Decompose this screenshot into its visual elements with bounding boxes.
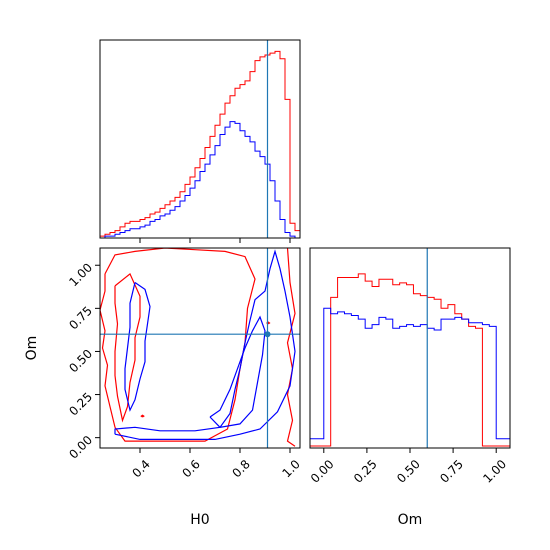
tick-label-om-x-3: 0.75 bbox=[437, 457, 466, 486]
hist-h0-frame bbox=[99, 39, 301, 239]
tick-label-om-y-3: 0.75 bbox=[66, 304, 95, 333]
contour-series-0-path-0 bbox=[100, 248, 256, 442]
tick-label-om-x-0: 0.00 bbox=[308, 457, 337, 486]
hist2d-panel bbox=[100, 248, 300, 448]
tick-label-om-y-2: 0.50 bbox=[66, 347, 95, 376]
tick-label-h0-3: 1.0 bbox=[280, 457, 303, 480]
hist-om-plot bbox=[310, 248, 510, 448]
x-axis-label-om: Om bbox=[398, 512, 423, 528]
hist-h0-series-1 bbox=[100, 121, 300, 239]
hist-om-series-1 bbox=[310, 307, 510, 440]
tick-label-om-y-1: 0.25 bbox=[66, 390, 95, 419]
tick-label-om-x-1: 0.25 bbox=[351, 457, 380, 486]
contour-plot bbox=[100, 248, 300, 448]
tick-label-om-x-2: 0.50 bbox=[394, 457, 423, 486]
y-axis-label-om: Om bbox=[24, 336, 40, 361]
contour-series-0-path-3 bbox=[140, 414, 145, 418]
contour-series-1-path-0 bbox=[114, 249, 296, 440]
truth-point bbox=[264, 331, 271, 338]
hist-h0-plot bbox=[99, 40, 301, 239]
hist-om-series-0 bbox=[310, 273, 510, 447]
tick-label-h0-2: 0.8 bbox=[230, 457, 253, 480]
x-axis-label-h0: H0 bbox=[190, 512, 209, 528]
tick-label-om-x-4: 1.00 bbox=[480, 457, 509, 486]
hist-om-panel bbox=[310, 248, 510, 448]
hist2d-frame bbox=[99, 247, 301, 449]
tick-label-om-y-4: 1.00 bbox=[66, 260, 95, 289]
contour-series-1-path-2 bbox=[209, 315, 266, 428]
contour-series-0-path-1 bbox=[114, 272, 141, 423]
hist-h0-panel bbox=[100, 40, 300, 238]
tick-label-h0-0: 0.4 bbox=[130, 457, 153, 480]
hist-h0-series-0 bbox=[99, 50, 301, 238]
tick-label-h0-1: 0.6 bbox=[180, 457, 203, 480]
tick-label-om-y-0: 0.00 bbox=[66, 433, 95, 462]
